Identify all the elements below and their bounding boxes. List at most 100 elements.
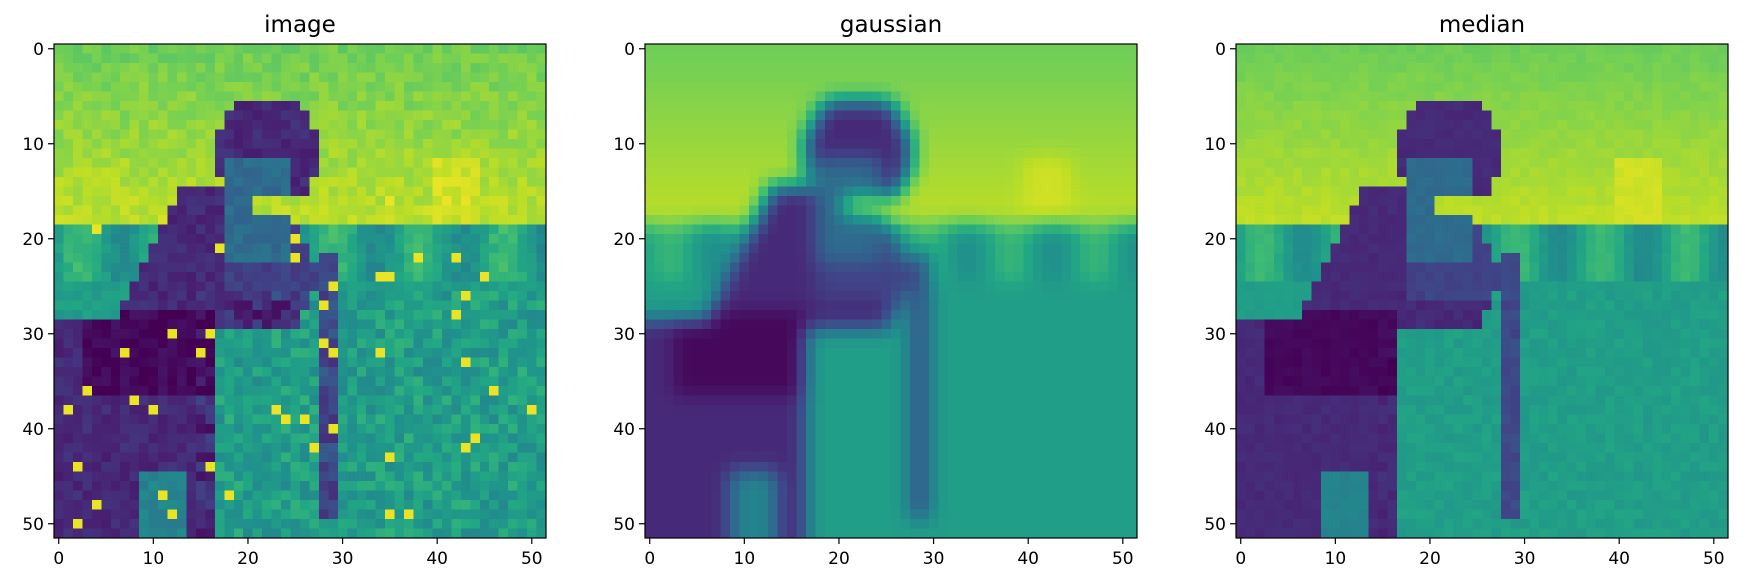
cell [786,329,797,340]
cell [805,300,816,311]
cell [489,329,500,340]
cell [1108,405,1119,416]
cell [881,405,892,416]
cell [281,528,292,539]
cell [682,44,693,55]
cell [394,139,405,150]
cell [881,186,892,197]
cell [489,310,500,321]
cell [1099,338,1110,349]
cell [498,158,509,169]
cell [72,433,83,444]
cell [1118,224,1129,235]
cell [167,234,178,245]
cell [862,395,873,406]
cell [281,405,292,416]
cell [205,44,216,55]
cell [749,291,760,302]
cell [947,319,958,330]
cell [1004,167,1015,178]
cell [947,310,958,321]
cell [375,215,386,226]
cell [252,281,263,292]
cell [985,405,996,416]
cell [470,519,481,530]
cell [205,519,216,530]
cell [366,338,377,349]
cell [805,310,816,321]
cell [701,82,712,93]
cell [63,376,74,387]
cell [1004,376,1015,387]
cell [167,129,178,140]
cell [290,319,301,330]
cell [673,443,684,454]
cell [730,196,741,207]
cell [1080,433,1091,444]
cell [347,329,358,340]
cell [489,367,500,378]
cell [1004,234,1015,245]
cell [91,262,102,273]
cell [796,329,807,340]
cell [54,405,65,416]
cell [1099,101,1110,112]
cell [909,44,920,55]
cell [290,82,301,93]
cell [441,196,452,207]
cell [947,253,958,264]
cell [470,272,481,283]
cell [451,462,462,473]
cell [749,243,760,254]
cell [1099,196,1110,207]
cell [739,414,750,425]
cell [834,234,845,245]
cell [271,281,282,292]
cell [460,72,471,83]
cell [909,367,920,378]
cell [205,509,216,520]
cell [195,357,206,368]
cell [508,386,519,397]
cell [517,376,528,387]
cell [394,519,405,530]
cell [82,262,93,273]
cell [527,110,538,121]
cell [1089,101,1100,112]
cell [692,205,703,216]
cell [224,129,235,140]
cell [692,186,703,197]
cell [692,262,703,273]
cell [54,452,65,463]
cell [205,300,216,311]
cell [777,357,788,368]
cell [966,433,977,444]
cell [815,376,826,387]
cell [815,329,826,340]
cell [300,490,311,501]
cell [815,310,826,321]
cell [394,528,405,539]
cell [692,395,703,406]
cell [404,424,415,435]
cell [768,72,779,83]
cell [739,158,750,169]
cell [309,443,320,454]
cell [63,395,74,406]
cell [271,91,282,102]
cell [985,91,996,102]
cell [366,272,377,283]
cell [243,82,254,93]
cell [224,310,235,321]
cell [815,357,826,368]
cell [423,452,434,463]
cell [252,234,263,245]
cell [824,386,835,397]
cell [928,424,939,435]
cell [432,500,443,511]
cell [101,253,112,264]
cell [815,243,826,254]
cell [498,196,509,207]
cell [1099,262,1110,273]
cell [63,367,74,378]
